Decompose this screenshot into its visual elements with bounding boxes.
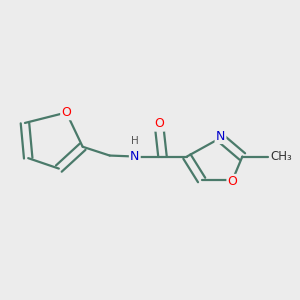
Text: CH₃: CH₃ [270,150,292,163]
Text: N: N [216,130,225,143]
Text: O: O [61,106,71,119]
Text: H: H [131,136,139,146]
Text: O: O [154,117,164,130]
Text: O: O [228,175,238,188]
Text: N: N [130,150,140,163]
